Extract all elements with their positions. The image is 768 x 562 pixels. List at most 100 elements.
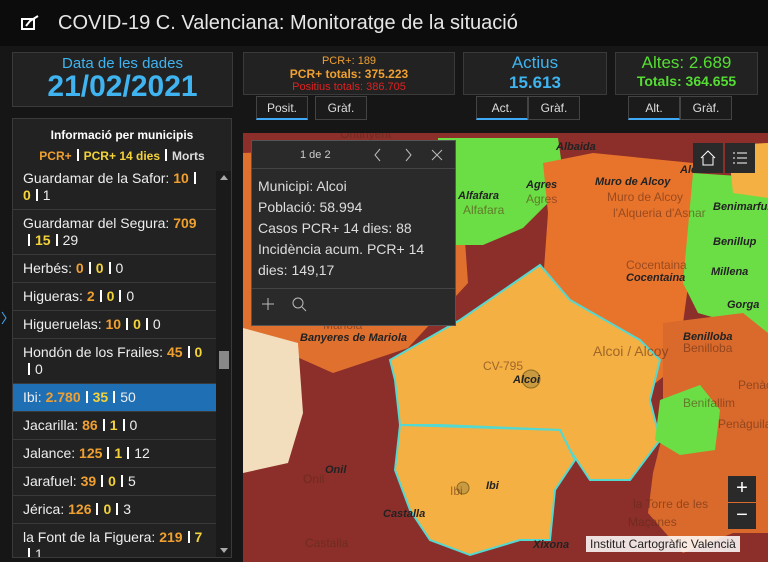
tab[interactable]: Act. — [476, 96, 528, 120]
municipality-row[interactable]: Hondón de los Frailes: 45 0 0 — [13, 339, 216, 384]
map-label: Gorga — [727, 299, 759, 311]
scrollbar-arrows — [219, 175, 229, 553]
municipality-row[interactable]: Higueruelas: 10 0 0 — [13, 311, 216, 339]
popup-footer — [252, 288, 455, 326]
municipality-row[interactable]: Jacarilla: 86 1 0 — [13, 412, 216, 440]
map-label: Xixona — [532, 539, 569, 551]
separator — [127, 447, 130, 459]
separator — [187, 346, 190, 358]
pcr-14: 0 — [108, 473, 116, 489]
municipality-row[interactable]: Ibi: 2.780 35 50 — [13, 384, 216, 412]
discharge-panel: Altes: 2.689 Totals: 364.655 — [615, 52, 758, 95]
separator — [113, 391, 116, 403]
scrollbar[interactable] — [216, 171, 231, 557]
layer-list-button[interactable] — [725, 143, 755, 173]
map-label: Millena — [711, 266, 748, 278]
pcr-14: 0 — [106, 288, 115, 304]
popup-line: Casos PCR+ 14 dies: 88 — [258, 220, 412, 236]
map-label: Penàc — [738, 378, 768, 392]
side-arrow[interactable] — [0, 310, 8, 326]
pcr-14: 0 — [133, 316, 141, 332]
tab[interactable]: Gràf. — [528, 96, 580, 120]
separator — [145, 318, 148, 330]
pcr: 709 — [173, 215, 197, 231]
separator — [85, 391, 88, 403]
map-label: Banyeres de Mariola — [300, 332, 407, 344]
map-label: Benilloba — [683, 331, 733, 343]
zoom-in[interactable]: + — [728, 476, 756, 502]
list-title: Informació per municipis — [50, 128, 194, 142]
pcr-panel: PCR+: 189 PCR+ totals: 375.223 Positius … — [243, 52, 455, 95]
pcr-line: PCR+: 189 — [321, 55, 377, 67]
popup-header: 1 de 2 — [252, 141, 455, 169]
deaths: 0 — [129, 417, 138, 433]
municipality-row[interactable]: Guardamar del Segura: 709 15 29 — [13, 210, 216, 255]
zoom-out[interactable]: − — [728, 503, 756, 529]
pcr: 219 — [159, 529, 183, 545]
separator — [28, 548, 30, 557]
pcr: 86 — [82, 417, 98, 433]
deaths: 12 — [134, 445, 150, 461]
separator — [55, 234, 58, 246]
municipality-name: Ibi: — [23, 389, 42, 405]
municipality-name: Jarafuel: — [23, 473, 77, 489]
municipality-name: Jacarilla: — [23, 417, 79, 433]
municipality-row[interactable]: Jalance: 125 1 12 — [13, 440, 216, 468]
tab[interactable]: Posit. — [256, 96, 308, 120]
deaths: 29 — [62, 232, 79, 248]
separator — [187, 531, 190, 543]
pcr-14: 7 — [194, 529, 203, 545]
date-label: Data de les dades — [62, 55, 183, 72]
list-legend: PCR+ PCR+ 14 dies Morts — [13, 149, 231, 163]
map-label: Benillup — [713, 236, 757, 248]
date-value: 21/02/2021 — [47, 70, 198, 103]
separator — [28, 363, 30, 375]
separator — [108, 262, 111, 274]
pcr: 125 — [79, 445, 103, 461]
pager: 1 de 2 — [300, 149, 331, 161]
pcr-line: PCR+ totals: 375.223 — [289, 67, 409, 81]
separator — [28, 234, 30, 246]
pcr: 10 — [173, 171, 189, 186]
pcr-line: Positius totals: 386.705 — [292, 81, 406, 93]
rows: Guardamar de la Safor: 100 1 Guardamar del… — [13, 171, 216, 557]
map-label: Ontinyent — [340, 133, 392, 141]
pcr-14: 0 — [194, 344, 203, 360]
deaths: 0 — [35, 361, 43, 377]
map[interactable]: Albaida Agres Agres Muro de Alcoy Muro de Al… — [243, 133, 768, 562]
municipality-name: Jérica: — [23, 501, 65, 517]
pcr: 10 — [105, 316, 122, 332]
active-label: Actius — [511, 53, 559, 72]
separator — [116, 503, 119, 515]
municipality-row[interactable]: Jérica: 126 0 3 — [13, 496, 216, 524]
deaths: 0 — [152, 316, 161, 332]
separator — [96, 503, 99, 515]
municipality-name: Higueras: — [23, 288, 83, 304]
map-label: la Torre de les — [633, 497, 708, 511]
separator — [101, 475, 104, 487]
home-button[interactable] — [693, 143, 723, 173]
pcr-14: 15 — [35, 232, 51, 248]
municipality-row[interactable]: Guardamar de la Safor: 10 0 1 — [13, 171, 216, 210]
map-label: Alfafara — [463, 203, 505, 217]
popup-controls[interactable] — [370, 147, 450, 163]
pcr: 39 — [80, 473, 97, 489]
map-label: Onil — [303, 472, 324, 486]
municipality-row[interactable]: la Font de la Figuera: 219 7 1 — [13, 524, 216, 557]
separator — [122, 419, 125, 431]
tab[interactable]: Alt. — [628, 96, 680, 120]
map-label: Agres — [525, 179, 557, 191]
legend-item: PCR+ — [39, 149, 72, 163]
municipality-row[interactable]: Jarafuel: 39 0 5 — [13, 468, 216, 496]
tab[interactable]: Gràf. — [680, 96, 732, 120]
map-label: Ibi — [450, 484, 463, 498]
pcr-14: 0 — [95, 260, 104, 276]
map-label: Benifallim — [683, 396, 735, 410]
popup-line: Població: 58.994 — [258, 199, 363, 215]
map-label: Benimarfull — [713, 201, 768, 213]
legend-item: PCR+ 14 dies — [83, 149, 161, 163]
popup-tools[interactable] — [260, 295, 320, 325]
tab[interactable]: Gràf. — [315, 96, 367, 120]
